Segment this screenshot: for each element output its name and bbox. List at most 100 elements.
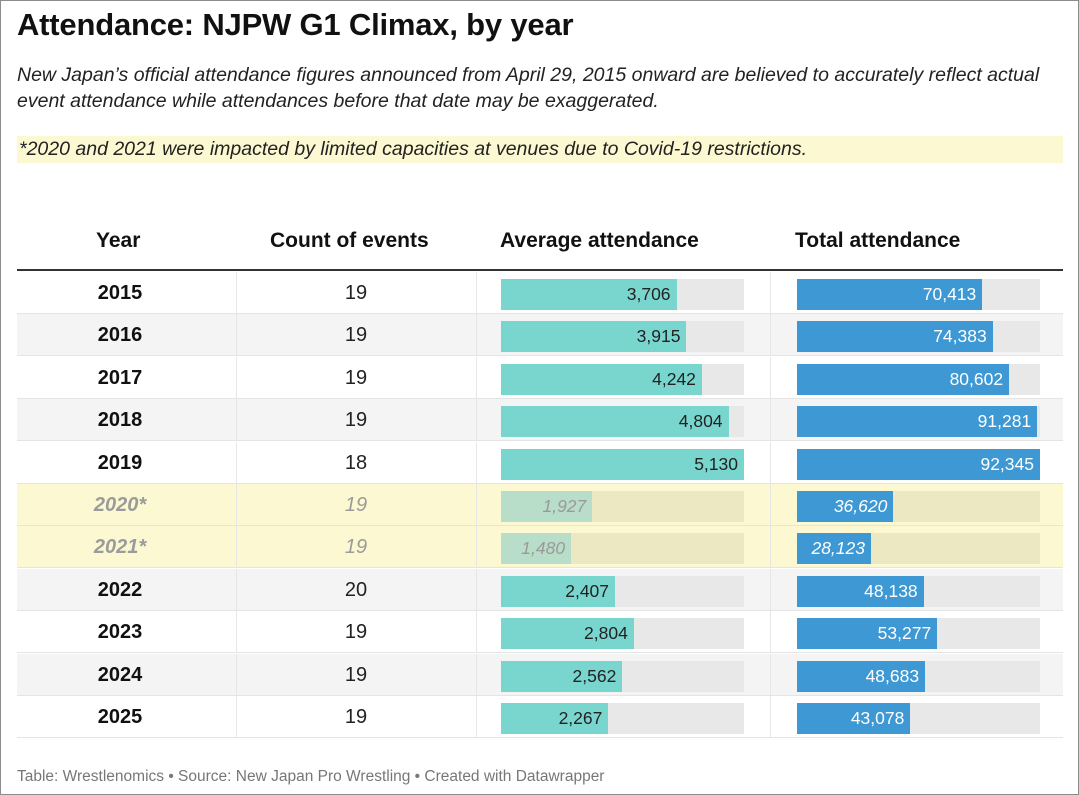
column-divider (770, 653, 771, 696)
column-header-total: Total attendance (795, 229, 961, 252)
year-cell: 2021* (93, 536, 147, 559)
year-cell: 2022 (97, 578, 143, 601)
covid-note-text: *2020 and 2021 were impacted by limited … (19, 138, 808, 160)
column-divider (770, 696, 771, 738)
table-row: 2024 19 2,562 48,683 (17, 653, 1063, 696)
column-divider (236, 611, 237, 654)
total-bar-track: 70,413 (797, 279, 1040, 310)
event-count-cell: 18 (344, 451, 368, 474)
column-divider (236, 696, 237, 738)
column-divider (476, 696, 477, 738)
table-row: 2021* 19 1,480 28,123 (17, 526, 1063, 569)
footer-credit: Table: Wrestlenomics • Source: New Japan… (17, 768, 605, 785)
total-attendance-bar: 53,277 (797, 618, 938, 650)
average-attendance-bar: 1,480 (501, 533, 572, 565)
total-bar-track: 28,123 (797, 533, 1040, 565)
column-divider (236, 653, 237, 696)
column-divider (236, 356, 237, 399)
total-attendance-bar: 92,345 (797, 448, 1040, 480)
column-divider (476, 441, 477, 484)
total-bar-track: 48,138 (797, 575, 1040, 607)
column-divider (770, 441, 771, 484)
column-divider (236, 568, 237, 611)
average-bar-track: 5,130 (501, 448, 744, 480)
column-divider (236, 441, 237, 484)
column-divider (236, 526, 237, 569)
column-divider (236, 314, 237, 357)
total-attendance-bar: 70,413 (797, 279, 983, 310)
chart-description: New Japan’s official attendance figures … (17, 64, 1040, 112)
average-bar-track: 2,804 (501, 618, 744, 650)
column-divider (770, 314, 771, 357)
year-cell: 2025 (97, 706, 143, 728)
average-attendance-bar: 1,927 (501, 491, 593, 522)
column-divider (236, 484, 237, 526)
event-count-cell: 19 (344, 536, 368, 559)
table-row: 2017 19 4,242 80,602 (17, 356, 1063, 399)
total-bar-track: 80,602 (797, 363, 1040, 395)
column-divider (476, 314, 477, 357)
column-divider (476, 272, 477, 314)
average-attendance-bar: 2,267 (501, 703, 609, 734)
total-bar-track: 74,383 (797, 321, 1040, 353)
total-attendance-bar: 48,683 (797, 660, 926, 692)
column-header-count: Count of events (270, 229, 429, 252)
column-header-average: Average attendance (500, 229, 699, 252)
covid-note: *2020 and 2021 were impacted by limited … (17, 136, 1063, 163)
column-divider (236, 272, 237, 314)
column-divider (476, 653, 477, 696)
average-bar-track: 1,927 (501, 491, 744, 522)
event-count-cell: 19 (344, 366, 368, 389)
total-attendance-bar: 28,123 (797, 533, 871, 565)
event-count-cell: 19 (344, 621, 368, 644)
column-header-year: Year (96, 229, 141, 252)
total-attendance-bar: 36,620 (797, 491, 894, 522)
table-row: 2023 19 2,804 53,277 (17, 611, 1063, 654)
table-row: 2019 18 5,130 92,345 (17, 441, 1063, 484)
average-bar-track: 3,915 (501, 321, 744, 353)
average-attendance-bar: 3,915 (501, 321, 687, 353)
average-attendance-bar: 2,804 (501, 618, 634, 650)
event-count-cell: 19 (344, 409, 368, 432)
total-attendance-bar: 80,602 (797, 363, 1010, 395)
year-cell: 2015 (97, 282, 143, 304)
column-divider (770, 356, 771, 399)
column-divider (476, 611, 477, 654)
year-cell: 2023 (97, 621, 143, 644)
average-bar-track: 4,804 (501, 406, 744, 438)
table-row: 2015 19 3,706 70,413 (17, 272, 1063, 314)
column-divider (770, 611, 771, 654)
average-bar-track: 4,242 (501, 363, 744, 395)
event-count-cell: 19 (344, 706, 368, 728)
total-attendance-bar: 74,383 (797, 321, 993, 353)
table-row: 2018 19 4,804 91,281 (17, 399, 1063, 442)
average-bar-track: 2,407 (501, 575, 744, 607)
column-divider (770, 568, 771, 611)
column-divider (770, 526, 771, 569)
year-cell: 2019 (97, 451, 143, 474)
table-row: 2020* 19 1,927 36,620 (17, 484, 1063, 526)
column-divider (770, 399, 771, 442)
event-count-cell: 19 (344, 663, 368, 686)
average-attendance-bar: 2,562 (501, 660, 623, 692)
event-count-cell: 19 (344, 282, 368, 304)
average-attendance-bar: 2,407 (501, 575, 616, 607)
column-divider (476, 568, 477, 611)
year-cell: 2016 (97, 324, 143, 347)
event-count-cell: 20 (344, 578, 368, 601)
event-count-cell: 19 (344, 494, 368, 516)
year-cell: 2018 (97, 409, 143, 432)
average-attendance-bar: 3,706 (501, 279, 677, 310)
chart-title: Attendance: NJPW G1 Climax, by year (17, 7, 574, 42)
column-divider (236, 399, 237, 442)
average-bar-track: 1,480 (501, 533, 744, 565)
column-divider (476, 484, 477, 526)
column-divider (770, 484, 771, 526)
average-bar-track: 2,267 (501, 703, 744, 734)
average-attendance-bar: 5,130 (501, 448, 744, 480)
average-bar-track: 2,562 (501, 660, 744, 692)
total-bar-track: 92,345 (797, 448, 1040, 480)
total-bar-track: 48,683 (797, 660, 1040, 692)
table-row: 2016 19 3,915 74,383 (17, 314, 1063, 357)
average-bar-track: 3,706 (501, 279, 744, 310)
